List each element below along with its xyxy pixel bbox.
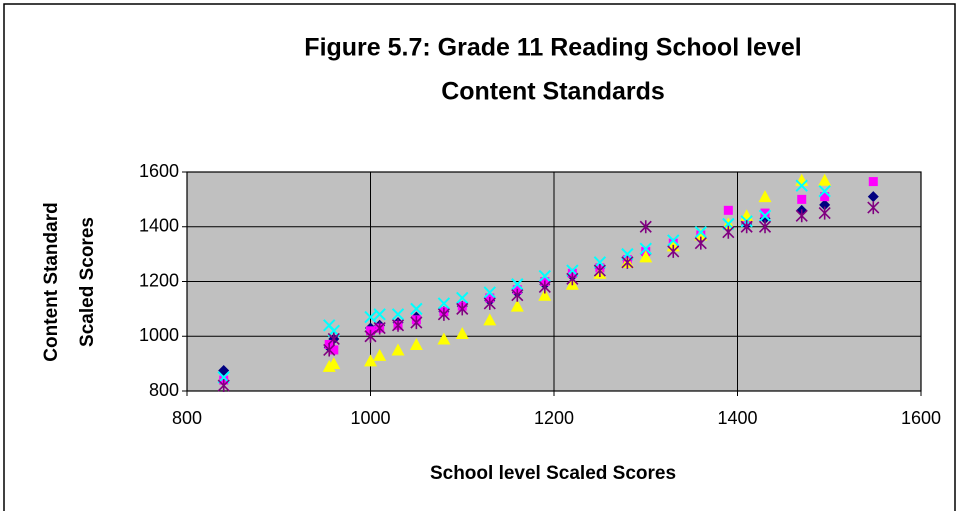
point — [639, 242, 652, 255]
point — [795, 179, 808, 192]
point — [410, 302, 423, 316]
point — [327, 357, 341, 370]
point — [868, 177, 878, 187]
point — [483, 313, 497, 326]
x-tick-label: 1200 — [534, 408, 574, 428]
point — [410, 316, 423, 330]
point — [511, 278, 524, 291]
point — [455, 327, 469, 340]
point — [818, 173, 832, 186]
plot-border — [186, 171, 922, 392]
point — [456, 291, 469, 305]
point — [818, 206, 831, 220]
point — [760, 208, 770, 218]
point — [409, 337, 423, 350]
point — [511, 288, 524, 302]
point — [510, 299, 524, 312]
point — [566, 272, 579, 286]
point — [639, 250, 653, 263]
point — [391, 308, 405, 321]
point — [758, 190, 772, 203]
x-tick-label: 1000 — [350, 408, 390, 428]
point — [373, 321, 386, 335]
point — [329, 345, 339, 355]
point — [758, 220, 772, 234]
point — [437, 332, 451, 345]
point — [819, 199, 831, 211]
point — [723, 205, 733, 215]
point — [667, 234, 680, 247]
point — [593, 264, 606, 278]
point — [323, 343, 336, 357]
x-axis-label: School level Scaled Scores — [430, 463, 676, 484]
point — [667, 244, 680, 258]
point — [217, 379, 230, 393]
chart-title: Content Standards — [441, 78, 665, 106]
y-tick-label: 1200 — [139, 270, 179, 290]
chart-title: Figure 5.7: Grade 11 Reading School leve… — [304, 34, 801, 62]
point — [327, 332, 340, 346]
point — [437, 297, 451, 310]
y-tick-label: 800 — [149, 380, 179, 400]
point — [456, 302, 469, 316]
point — [694, 228, 708, 241]
x-tick-label: 1600 — [901, 408, 941, 428]
point — [364, 354, 377, 367]
y-tick-label: 1000 — [139, 325, 179, 345]
point — [364, 310, 377, 324]
point — [694, 226, 708, 239]
point — [758, 209, 772, 223]
point — [373, 348, 387, 361]
point — [795, 209, 808, 223]
point — [639, 220, 652, 234]
point — [483, 296, 496, 310]
point — [694, 236, 707, 250]
chart-frame — [3, 3, 956, 511]
point — [867, 191, 879, 203]
y-tick-label: 1400 — [139, 216, 179, 236]
point — [538, 280, 551, 294]
point — [797, 194, 807, 204]
point — [538, 269, 552, 283]
point — [391, 318, 405, 332]
x-tick-label: 800 — [172, 408, 202, 428]
x-tick-label: 1400 — [717, 408, 757, 428]
point — [373, 308, 386, 321]
point — [740, 220, 753, 234]
point — [437, 307, 450, 321]
point — [818, 184, 831, 198]
y-axis-label: Scaled Scores — [77, 217, 98, 347]
y-axis-label: Content Standard — [41, 202, 62, 361]
point — [621, 255, 634, 269]
point — [538, 288, 552, 301]
point — [391, 343, 405, 356]
point — [722, 225, 735, 239]
point — [483, 286, 496, 299]
y-tick-label: 1600 — [139, 161, 179, 181]
point — [867, 201, 880, 215]
